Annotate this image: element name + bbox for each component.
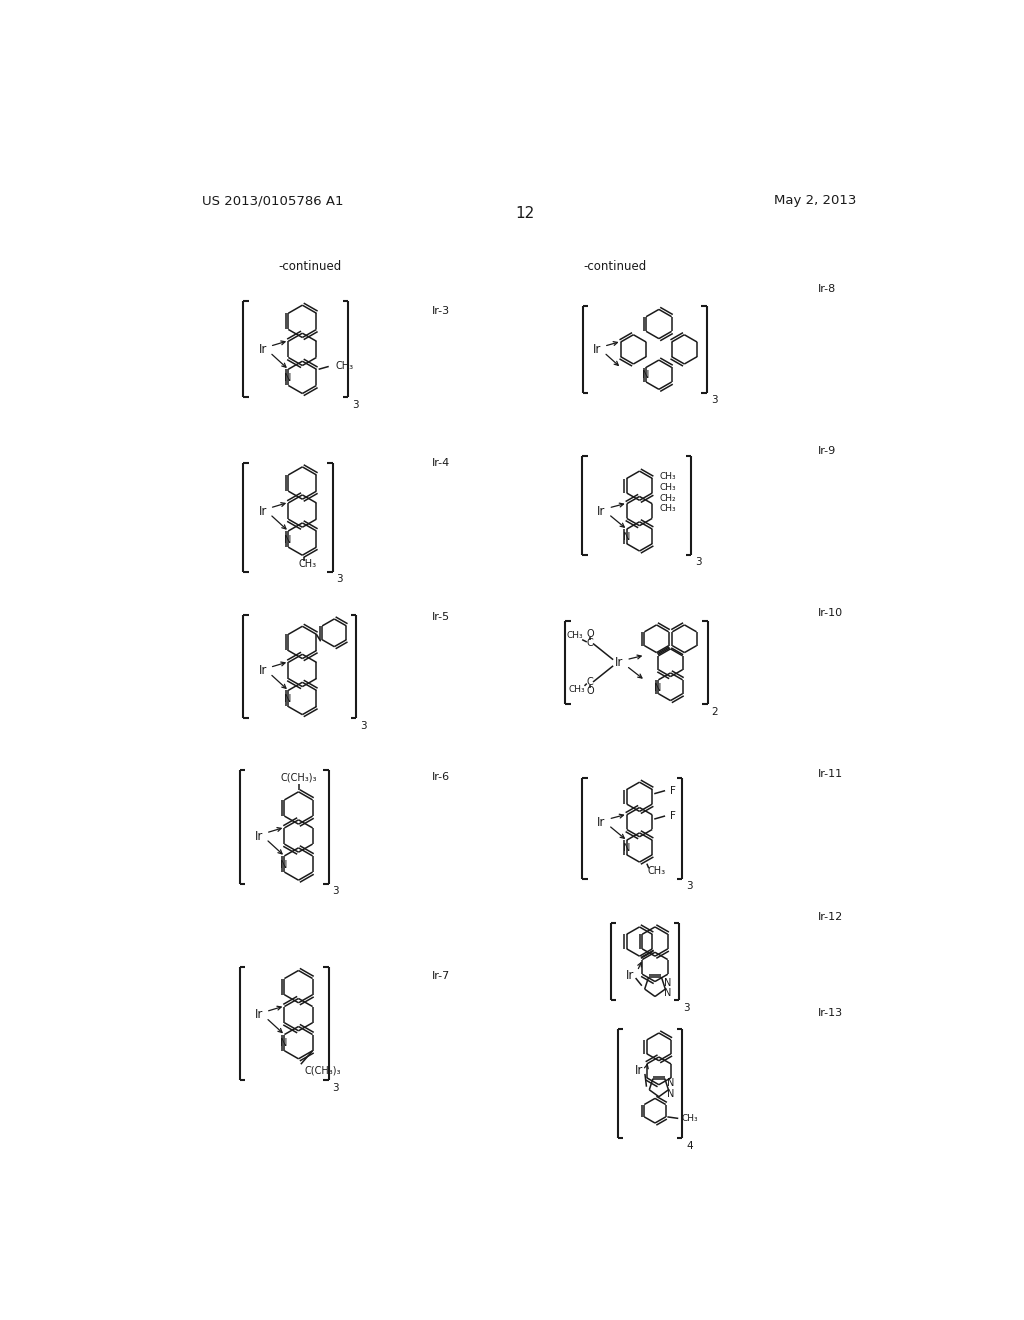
Text: CH₃: CH₃ <box>681 1114 698 1123</box>
Text: N: N <box>281 1039 288 1048</box>
Text: CH₂: CH₂ <box>659 494 676 503</box>
Text: Ir: Ir <box>597 816 606 829</box>
Text: N: N <box>281 859 288 870</box>
Text: 3: 3 <box>337 574 343 585</box>
Text: N: N <box>667 1078 674 1088</box>
Text: CH₃: CH₃ <box>659 473 676 480</box>
Text: N: N <box>654 682 662 693</box>
Text: Ir-6: Ir-6 <box>432 772 450 781</box>
Text: Ir-7: Ir-7 <box>432 972 451 981</box>
Text: 3: 3 <box>333 886 339 896</box>
Text: C(CH₃)₃: C(CH₃)₃ <box>281 774 316 783</box>
Text: 3: 3 <box>711 396 718 405</box>
Text: Ir: Ir <box>259 504 267 517</box>
Text: -continued: -continued <box>583 260 646 273</box>
Text: Ir-10: Ir-10 <box>818 607 843 618</box>
Text: O: O <box>586 630 594 639</box>
Text: Ir-5: Ir-5 <box>432 611 450 622</box>
Text: 3: 3 <box>352 400 358 409</box>
Text: N: N <box>284 694 292 705</box>
Text: C(CH₃)₃: C(CH₃)₃ <box>305 1065 341 1076</box>
Text: 3: 3 <box>686 882 692 891</box>
Text: C: C <box>587 677 593 686</box>
Text: Ir-8: Ir-8 <box>818 284 836 294</box>
Text: May 2, 2013: May 2, 2013 <box>774 194 856 207</box>
Text: 3: 3 <box>333 1082 339 1093</box>
Text: Ir-3: Ir-3 <box>432 306 450 315</box>
Text: Ir: Ir <box>626 969 635 982</box>
Text: CH₃: CH₃ <box>566 631 583 640</box>
Text: 4: 4 <box>686 1140 692 1151</box>
Text: N: N <box>284 535 292 545</box>
Text: F: F <box>670 810 676 821</box>
Text: US 2013/0105786 A1: US 2013/0105786 A1 <box>202 194 343 207</box>
Text: C: C <box>587 639 593 648</box>
Text: 2: 2 <box>712 706 718 717</box>
Text: N: N <box>664 989 671 998</box>
Text: Ir: Ir <box>593 343 601 356</box>
Text: Ir: Ir <box>635 1064 644 1077</box>
Text: Ir-13: Ir-13 <box>818 1008 843 1018</box>
Text: Ir: Ir <box>255 1008 263 1022</box>
Text: 3: 3 <box>683 1003 689 1012</box>
Text: Ir-9: Ir-9 <box>818 446 836 455</box>
Text: N: N <box>642 371 649 380</box>
Text: N: N <box>284 374 292 383</box>
Text: Ir: Ir <box>259 343 267 356</box>
Text: N: N <box>664 978 671 987</box>
Text: O: O <box>586 686 594 696</box>
Text: -continued: -continued <box>279 260 342 273</box>
Text: CH₃: CH₃ <box>647 866 666 876</box>
Text: Ir-12: Ir-12 <box>818 912 843 921</box>
Text: CH₃: CH₃ <box>336 362 354 371</box>
Text: CH₃: CH₃ <box>568 685 585 694</box>
Text: Ir-4: Ir-4 <box>432 458 451 467</box>
Text: CH₃: CH₃ <box>299 560 316 569</box>
Text: N: N <box>623 532 630 543</box>
Text: F: F <box>670 785 676 796</box>
Text: 3: 3 <box>359 721 367 731</box>
Text: Ir: Ir <box>255 829 263 842</box>
Text: N: N <box>667 1089 674 1098</box>
Text: 12: 12 <box>515 206 535 222</box>
Text: Ir: Ir <box>259 664 267 677</box>
Text: Ir-11: Ir-11 <box>818 770 843 779</box>
Text: Ir: Ir <box>597 504 606 517</box>
Text: Ir: Ir <box>615 656 624 669</box>
Text: N: N <box>623 843 630 853</box>
Text: CH₃: CH₃ <box>659 504 676 513</box>
Text: 3: 3 <box>695 557 701 568</box>
Text: CH₃: CH₃ <box>659 483 676 492</box>
